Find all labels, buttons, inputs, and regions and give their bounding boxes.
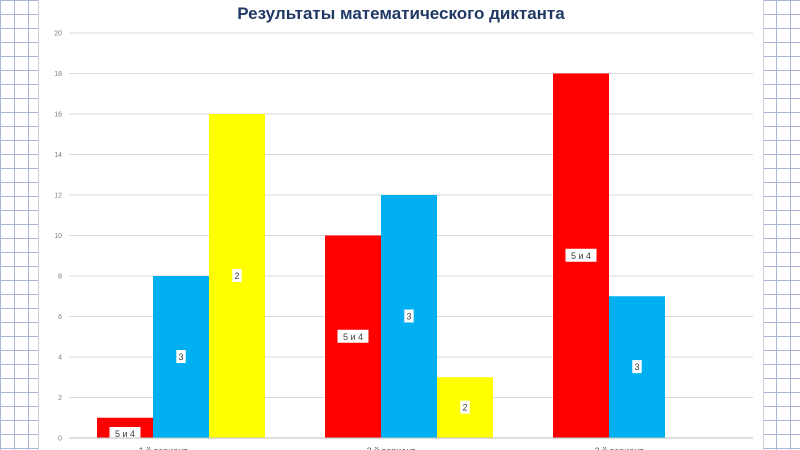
- data-label-box: [565, 248, 597, 262]
- y-tick-label: 14: [54, 152, 62, 159]
- y-tick-label: 4: [58, 355, 62, 362]
- data-label-box: [404, 309, 414, 323]
- graph-paper-right: [762, 0, 800, 450]
- x-category-label: 1 й вариант: [139, 446, 188, 450]
- data-label: 5 и 4: [115, 429, 135, 439]
- bar-chart: 0 2 4 6 8 10 12 14 16 18 20 5 и 4 3 2 1 й вариант 5 и 4…: [54, 31, 753, 450]
- y-tick-label: 12: [54, 193, 62, 200]
- y-tick-label: 2: [58, 395, 62, 402]
- data-label-box: [176, 350, 186, 363]
- y-tick-label: 18: [54, 71, 62, 78]
- data-label-box: [460, 400, 470, 414]
- data-label: 3: [178, 352, 183, 362]
- y-tick-label: 16: [54, 112, 62, 119]
- data-label-box: [337, 329, 369, 343]
- y-tick-label: 6: [58, 314, 62, 321]
- y-tick-label: 20: [54, 31, 62, 38]
- data-label: 3: [406, 312, 411, 322]
- x-category-label: 3 й вариант: [595, 446, 644, 450]
- chart-title: Результаты математического диктанта: [237, 4, 565, 23]
- data-label-box: [232, 269, 242, 282]
- x-category-label: 2 й вариант: [367, 446, 416, 450]
- data-label-box: [109, 427, 141, 440]
- data-label: 2: [234, 271, 239, 281]
- data-label: 5 и 4: [571, 251, 591, 261]
- chart-frame: Результаты математического диктанта 0 2 4 6…: [38, 0, 764, 450]
- graph-paper-left: [0, 0, 38, 450]
- y-tick-label: 0: [58, 436, 62, 443]
- data-label-box: [632, 360, 642, 374]
- y-tick-label: 10: [54, 233, 62, 240]
- data-label: 5 и 4: [343, 332, 363, 342]
- data-label: 2: [462, 403, 467, 413]
- y-tick-label: 8: [58, 274, 62, 281]
- data-label: 3: [634, 362, 639, 372]
